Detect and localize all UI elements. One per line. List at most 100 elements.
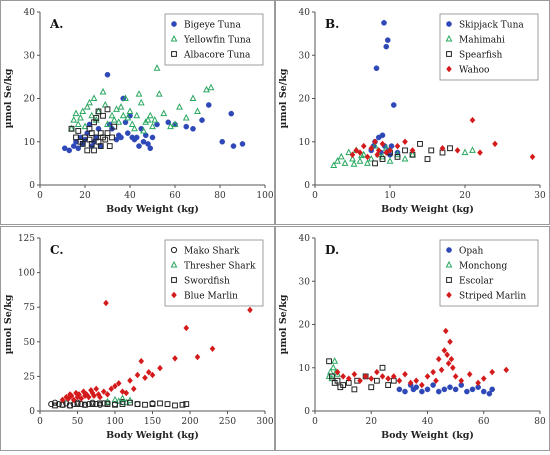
data-point <box>330 161 338 169</box>
data-point <box>413 384 420 391</box>
data-point <box>104 120 111 127</box>
data-point <box>396 386 403 393</box>
series-1 <box>368 20 401 158</box>
x-tick-label: 0 <box>37 191 43 201</box>
data-point <box>199 117 205 123</box>
data-point <box>390 373 397 380</box>
data-point <box>424 156 431 162</box>
data-point <box>349 151 356 159</box>
data-point <box>75 128 82 134</box>
data-point <box>151 116 159 123</box>
y-tick-label: 10 <box>24 138 36 148</box>
data-point <box>329 363 337 371</box>
data-point <box>172 402 178 409</box>
legend-label: Mahimahi <box>459 36 505 46</box>
data-point <box>435 355 442 363</box>
data-point <box>149 401 156 407</box>
y-tick-label: 75 <box>24 303 36 313</box>
legend-box <box>439 13 539 81</box>
data-point <box>385 375 391 382</box>
data-point <box>182 113 190 121</box>
data-point <box>452 386 459 393</box>
data-point <box>165 119 172 126</box>
y-axis-title: µmol Se/kg <box>278 294 289 354</box>
data-point <box>144 116 152 123</box>
data-point <box>145 368 152 376</box>
data-point <box>67 402 73 409</box>
data-point <box>90 94 98 101</box>
data-point <box>452 373 459 380</box>
data-point <box>104 401 111 407</box>
legend-box <box>439 239 539 307</box>
data-point <box>104 106 111 113</box>
data-point <box>447 145 453 152</box>
data-point <box>373 377 380 384</box>
data-point <box>345 375 352 382</box>
data-point <box>371 141 379 149</box>
y-tick-label: 30 <box>299 277 311 287</box>
data-point <box>108 111 116 119</box>
data-point <box>368 375 375 382</box>
legend-marker <box>445 34 453 42</box>
data-point <box>469 116 476 124</box>
data-point <box>492 140 498 148</box>
data-point <box>146 111 154 119</box>
data-point <box>127 377 133 384</box>
data-point <box>75 145 82 152</box>
data-point <box>372 160 378 167</box>
legend-label: Monchong <box>459 262 507 272</box>
data-point <box>203 85 210 93</box>
data-point <box>433 377 439 385</box>
data-point <box>85 393 92 401</box>
data-point <box>133 134 140 141</box>
data-point <box>95 108 102 115</box>
legend-label: Yellowfin Tuna <box>183 36 252 46</box>
data-point <box>131 124 138 132</box>
data-point <box>88 130 95 136</box>
data-point <box>140 126 147 134</box>
data-point <box>356 157 364 164</box>
data-point <box>109 134 115 141</box>
series-3 <box>326 358 397 393</box>
data-point <box>360 142 367 150</box>
data-point <box>194 353 201 361</box>
data-point <box>326 358 332 365</box>
x-tick-label: 150 <box>144 417 161 427</box>
series-3 <box>52 399 190 409</box>
data-point <box>209 345 216 353</box>
legend-label: Blue Marlin <box>184 292 238 302</box>
data-point <box>70 143 77 149</box>
data-point <box>110 116 118 123</box>
legend-marker <box>446 51 452 57</box>
panel-2: 0 10 20 30 40 0 10 20 30 Body Weight (kg) µmol Se/… <box>275 0 550 225</box>
data-point <box>100 400 107 407</box>
data-point <box>529 153 536 161</box>
legend-label: Mako Shark <box>184 247 240 257</box>
y-tick-label: 40 <box>299 8 311 18</box>
panel-3: 0 25 50 75 100 125 0 50 100 150 200 250 300 Body Weig… <box>0 226 275 451</box>
data-point <box>72 109 80 117</box>
data-point <box>396 377 403 385</box>
data-point <box>97 143 104 149</box>
x-tick-label: 300 <box>256 417 273 427</box>
legend-label: Albacore Tuna <box>183 51 251 61</box>
x-tick-label: 50 <box>72 417 84 427</box>
panel-1: 0 10 20 30 40 0 20 40 60 80 100 Body Weight (kg) µmo… <box>0 0 275 225</box>
x-tick-label: 100 <box>106 417 123 427</box>
data-point <box>428 147 435 154</box>
data-point <box>351 386 358 393</box>
panel-4: 0 10 20 30 40 0 20 40 60 80 Body Weight (kg) µmol S… <box>275 226 550 451</box>
legend-marker <box>446 247 452 253</box>
y-tick-label: 10 <box>299 138 311 148</box>
y-tick-label: 40 <box>24 8 36 18</box>
data-point <box>115 118 123 125</box>
data-point <box>402 370 408 378</box>
data-point <box>364 159 371 166</box>
x-tick-label: 20 <box>459 191 471 201</box>
legend-marker <box>170 34 178 42</box>
data-point <box>97 400 103 407</box>
data-point <box>133 111 141 119</box>
legend-marker <box>445 260 453 268</box>
data-point <box>138 357 145 365</box>
